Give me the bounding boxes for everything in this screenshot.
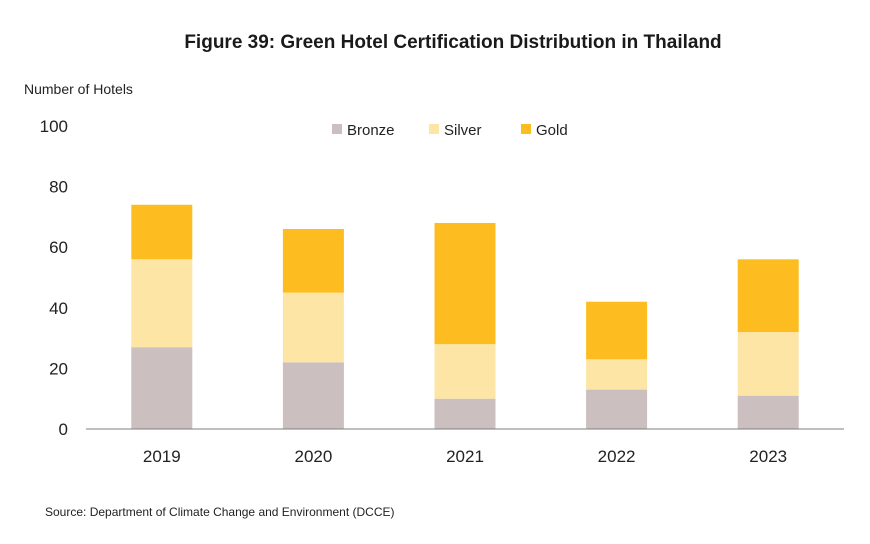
bar-silver-2021 xyxy=(434,344,496,399)
y-tick-label: 60 xyxy=(49,238,68,257)
legend-label-gold: Gold xyxy=(536,122,568,139)
legend-label-silver: Silver xyxy=(444,122,482,139)
bars xyxy=(131,204,799,429)
bar-bronze-2023 xyxy=(737,395,799,429)
source-note: Source: Department of Climate Change and… xyxy=(45,505,395,519)
legend-swatch-gold xyxy=(521,124,531,134)
bar-silver-2019 xyxy=(131,259,193,348)
x-tick-label: 2019 xyxy=(143,447,181,466)
bar-gold-2020 xyxy=(282,229,344,293)
bar-gold-2023 xyxy=(737,259,799,333)
y-axis-ticks: 0 20 40 60 80 100 xyxy=(40,117,68,439)
y-tick-label: 0 xyxy=(59,420,68,439)
legend: Bronze Silver Gold xyxy=(332,122,568,139)
bar-gold-2019 xyxy=(131,204,193,260)
legend-swatch-silver xyxy=(429,124,439,134)
x-tick-label: 2020 xyxy=(294,447,332,466)
x-tick-label: 2022 xyxy=(598,447,636,466)
bar-silver-2022 xyxy=(586,359,648,390)
x-tick-label: 2023 xyxy=(749,447,787,466)
chart-title: Figure 39: Green Hotel Certification Dis… xyxy=(184,32,721,53)
bar-silver-2020 xyxy=(282,292,344,363)
legend-swatch-bronze xyxy=(332,124,342,134)
bar-gold-2021 xyxy=(434,222,496,345)
y-tick-label: 100 xyxy=(40,117,68,136)
bar-bronze-2022 xyxy=(586,389,648,429)
y-tick-label: 40 xyxy=(49,299,68,318)
y-axis-label: Number of Hotels xyxy=(24,81,133,97)
x-tick-label: 2021 xyxy=(446,447,484,466)
bar-silver-2023 xyxy=(737,332,799,396)
legend-label-bronze: Bronze xyxy=(347,122,395,139)
bar-bronze-2021 xyxy=(434,398,496,429)
bar-gold-2022 xyxy=(586,301,648,360)
bar-bronze-2020 xyxy=(282,362,344,429)
bar-bronze-2019 xyxy=(131,347,193,429)
x-axis-ticks: 2019 2020 2021 2022 2023 xyxy=(143,447,787,466)
y-tick-label: 20 xyxy=(49,359,68,378)
y-tick-label: 80 xyxy=(49,178,68,197)
